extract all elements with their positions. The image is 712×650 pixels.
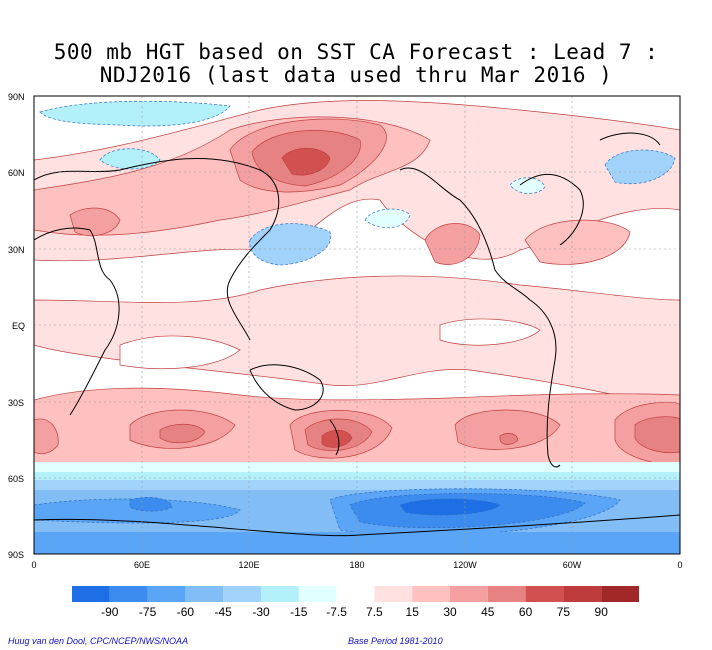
sh-neg-60-a: [34, 498, 241, 524]
legend-label: -75: [139, 605, 157, 619]
sh-positive-45-d: [634, 416, 680, 454]
legend-label: -60: [177, 605, 195, 619]
sh-positive-45-c: [499, 433, 519, 445]
legend-label: 30: [443, 605, 457, 619]
map-title-line1: 500 mb HGT based on SST CA Forecast : Le…: [53, 40, 659, 64]
legend-swatch: [185, 586, 224, 602]
lat-labels: 90N 60N 30N EQ 30S 60S 90S: [8, 92, 25, 560]
coastlines: [34, 132, 680, 537]
lat-label-eq: EQ: [12, 321, 25, 331]
legend-swatch: [563, 586, 602, 602]
hudson-negative: [509, 177, 546, 194]
legend-label: 45: [481, 605, 495, 619]
tropics-white-gap-2: [439, 318, 541, 346]
legend-label: 7.5: [366, 605, 383, 619]
legend-label: -7.5: [326, 605, 347, 619]
legend-swatch: [223, 586, 261, 602]
legend-swatch: [147, 586, 186, 602]
tropics-white-gap: [119, 335, 241, 370]
lat-label-90n: 90N: [8, 92, 25, 102]
legend-swatch: [487, 586, 526, 602]
legend-label: -15: [290, 605, 308, 619]
map-fields: [34, 96, 680, 554]
lon-label-360: 0: [677, 560, 682, 570]
legend-swatch: [450, 586, 488, 602]
credit-text: Huug van den Dool, CPC/NCEP/NWS/NOAA: [8, 636, 189, 646]
asia-positive-75: [281, 147, 331, 176]
legend-label: 60: [519, 605, 533, 619]
lon-label-180: 180: [349, 560, 364, 570]
color-legend: -90 -75 -60 -45 -30 -15 -7.5 7.5 15 30 45 60 75 90: [72, 586, 639, 619]
legend-swatch: [261, 586, 299, 602]
lat-label-30s: 30S: [8, 398, 24, 408]
legend-label: -45: [215, 605, 233, 619]
legend-swatch: [525, 586, 564, 602]
map-title-line2: NDJ2016 (last data used thru Mar 2016 ): [99, 63, 613, 87]
greenland-negative: [604, 149, 676, 185]
pacific-negative-7: [364, 208, 411, 228]
lat-label-60n: 60N: [8, 168, 25, 178]
legend-swatch: [336, 586, 375, 602]
sh-positive-45-a: [159, 423, 206, 444]
graticule: [34, 96, 680, 554]
lat-label-30n: 30N: [8, 245, 25, 255]
na-positive-30: [424, 223, 481, 265]
legend-swatch: [109, 586, 148, 602]
sh-neg-90-b: [399, 498, 501, 516]
legend-label: -30: [252, 605, 270, 619]
lat-label-90s: 90S: [8, 550, 24, 560]
legend-label: 75: [557, 605, 571, 619]
legend-label: -90: [101, 605, 119, 619]
sh-positive-60-b: [321, 429, 353, 448]
arctic-negative: [39, 100, 231, 127]
lon-label-120w: 120W: [453, 560, 477, 570]
lon-label-60w: 60W: [563, 560, 582, 570]
legend-swatch: [412, 586, 450, 602]
pacific-negative-30: [249, 223, 332, 266]
atlantic-positive-15: [524, 219, 631, 265]
legend-swatch: [298, 586, 337, 602]
legend-label: 15: [406, 605, 420, 619]
lon-labels: 0 60E 120E 180 120W 60W 0: [31, 560, 682, 570]
lon-label-0: 0: [31, 560, 36, 570]
legend-label: 90: [595, 605, 609, 619]
sh-positive-30-e: [34, 418, 59, 455]
lon-label-120e: 120E: [238, 560, 259, 570]
base-period-text: Base Period 1981-2010: [348, 636, 443, 646]
legend-swatch: [374, 586, 413, 602]
lat-label-60s: 60S: [8, 474, 24, 484]
map-frame: [33, 95, 681, 555]
legend-swatch: [72, 586, 110, 602]
sh-neg-75-a: [129, 497, 173, 512]
lon-label-60e: 60E: [134, 560, 150, 570]
sh-positive-30-c: [454, 409, 561, 450]
legend-swatch: [601, 586, 639, 602]
